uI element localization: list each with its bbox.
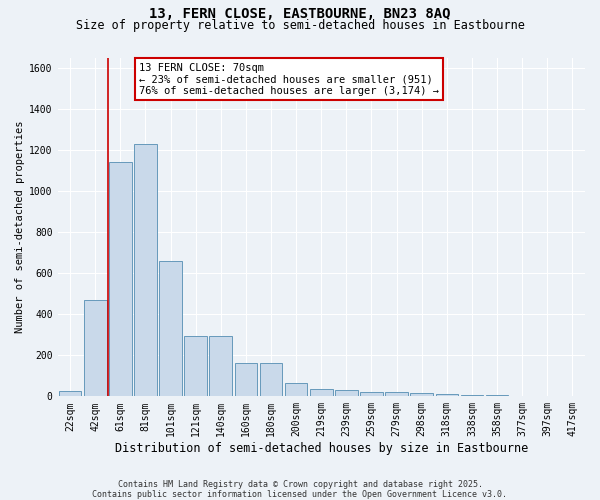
Bar: [109, 162, 131, 396]
Bar: [159, 261, 182, 396]
Bar: [134, 144, 157, 396]
Bar: [59, 391, 82, 396]
Bar: [235, 364, 257, 396]
Text: 13, FERN CLOSE, EASTBOURNE, BN23 8AQ: 13, FERN CLOSE, EASTBOURNE, BN23 8AQ: [149, 8, 451, 22]
Text: 13 FERN CLOSE: 70sqm
← 23% of semi-detached houses are smaller (951)
76% of semi: 13 FERN CLOSE: 70sqm ← 23% of semi-detac…: [139, 62, 439, 96]
Text: Size of property relative to semi-detached houses in Eastbourne: Size of property relative to semi-detach…: [76, 19, 524, 32]
Bar: [84, 300, 107, 396]
Bar: [335, 390, 358, 396]
X-axis label: Distribution of semi-detached houses by size in Eastbourne: Distribution of semi-detached houses by …: [115, 442, 528, 455]
Bar: [184, 336, 207, 396]
Bar: [285, 383, 307, 396]
Y-axis label: Number of semi-detached properties: Number of semi-detached properties: [15, 120, 25, 333]
Bar: [461, 395, 483, 396]
Bar: [436, 394, 458, 396]
Bar: [385, 392, 408, 396]
Text: Contains HM Land Registry data © Crown copyright and database right 2025.
Contai: Contains HM Land Registry data © Crown c…: [92, 480, 508, 499]
Bar: [410, 394, 433, 396]
Bar: [209, 336, 232, 396]
Bar: [260, 364, 283, 396]
Bar: [310, 388, 332, 396]
Bar: [360, 392, 383, 396]
